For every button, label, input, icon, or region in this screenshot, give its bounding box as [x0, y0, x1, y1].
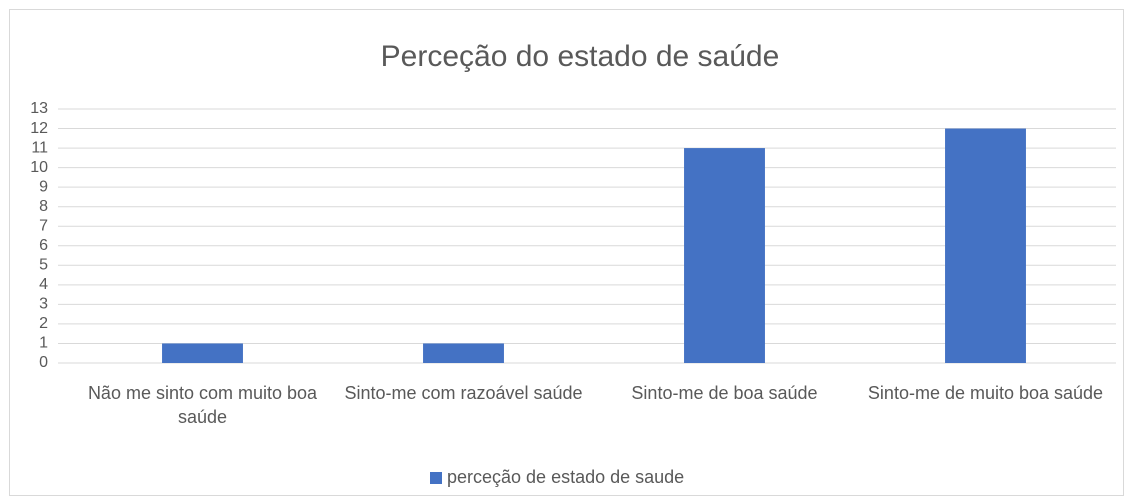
bar: [684, 148, 765, 363]
chart-border: [9, 9, 1124, 496]
bar: [423, 343, 504, 363]
x-tick-label: Sinto-me de muito boa saúde: [867, 383, 1104, 403]
bar: [945, 128, 1026, 363]
y-tick-label: 1: [39, 335, 48, 352]
y-tick-label: 13: [30, 100, 48, 117]
y-tick-label: 5: [39, 257, 48, 274]
legend-label: perceção de estado de saude: [447, 467, 684, 487]
x-tick-label: Sinto-me com razoável saúde: [344, 383, 583, 403]
y-tick-label: 4: [39, 276, 48, 293]
y-tick-label: 10: [30, 159, 48, 176]
x-tick-label: Sinto-me de boa saúde: [631, 383, 818, 403]
y-tick-label: 3: [39, 296, 48, 313]
y-tick-label: 2: [39, 315, 48, 332]
y-tick-label: 11: [31, 139, 48, 156]
y-tick-label: 7: [39, 217, 48, 234]
y-tick-label: 0: [39, 354, 48, 371]
y-tick-label: 9: [39, 178, 48, 195]
y-tick-label: 12: [30, 120, 48, 137]
y-tick-label: 8: [39, 198, 48, 215]
chart-title: Perceção do estado de saúde: [381, 40, 780, 73]
bar: [162, 343, 243, 363]
y-tick-label: 6: [39, 237, 48, 254]
x-tick-label: Não me sinto com muito boa saúde: [87, 383, 318, 427]
legend-swatch: [430, 472, 442, 484]
